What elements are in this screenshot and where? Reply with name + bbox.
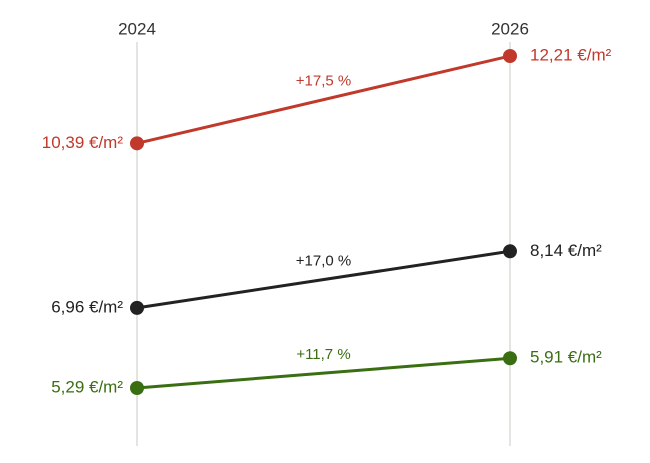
value-label: 10,39 €/m² — [42, 133, 124, 152]
point — [130, 136, 144, 151]
change-label: +11,7 % — [296, 346, 350, 363]
category-label: 2026 — [491, 19, 529, 38]
value-label: 6,96 €/m² — [51, 297, 123, 316]
change-label: +17,5 % — [296, 73, 351, 90]
slope-line — [136, 54, 511, 145]
value-label: 5,29 €/m² — [51, 377, 123, 396]
value-label: 8,14 €/m² — [530, 241, 602, 260]
value-label: 12,21 €/m² — [530, 45, 612, 64]
slope-line — [136, 249, 511, 310]
point — [130, 300, 144, 315]
point — [503, 49, 517, 63]
change-label: +17,0 % — [296, 253, 351, 270]
value-label: 5,91 €/m² — [530, 348, 602, 367]
point — [503, 244, 517, 259]
slope-line — [136, 356, 511, 390]
point — [503, 351, 517, 366]
point — [130, 381, 144, 395]
category-label: 2024 — [118, 19, 156, 38]
